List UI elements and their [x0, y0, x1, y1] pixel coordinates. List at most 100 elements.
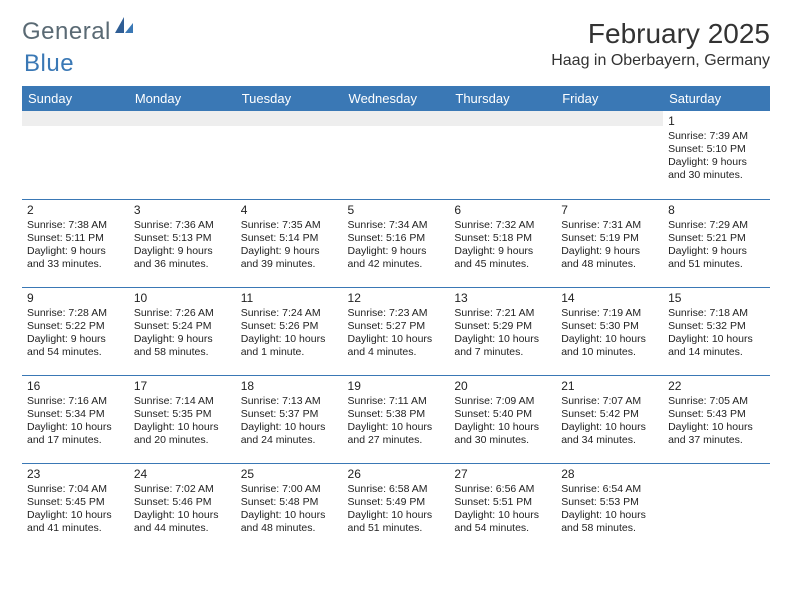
calendar-cell: 21Sunrise: 7:07 AMSunset: 5:42 PMDayligh… [556, 375, 663, 463]
calendar-cell: 10Sunrise: 7:26 AMSunset: 5:24 PMDayligh… [129, 287, 236, 375]
sunset-line: Sunset: 5:16 PM [348, 232, 445, 245]
sunrise-line: Sunrise: 7:29 AM [668, 219, 765, 232]
day-number: 1 [668, 114, 765, 129]
sunrise-line: Sunrise: 7:04 AM [27, 483, 124, 496]
sunset-line: Sunset: 5:42 PM [561, 408, 658, 421]
sunset-line: Sunset: 5:10 PM [668, 143, 765, 156]
sunrise-line: Sunrise: 7:19 AM [561, 307, 658, 320]
logo-text-general: General [22, 18, 111, 46]
sunset-line: Sunset: 5:40 PM [454, 408, 551, 421]
sunrise-line: Sunrise: 7:07 AM [561, 395, 658, 408]
day-number: 18 [241, 379, 338, 394]
sunrise-line: Sunrise: 7:21 AM [454, 307, 551, 320]
day-number: 15 [668, 291, 765, 306]
daylight-line: Daylight: 10 hours and 54 minutes. [454, 509, 551, 535]
calendar-row: 16Sunrise: 7:16 AMSunset: 5:34 PMDayligh… [22, 375, 770, 463]
col-wednesday: Wednesday [343, 86, 450, 111]
daylight-line: Daylight: 10 hours and 37 minutes. [668, 421, 765, 447]
sunset-line: Sunset: 5:14 PM [241, 232, 338, 245]
sunrise-line: Sunrise: 7:14 AM [134, 395, 231, 408]
col-tuesday: Tuesday [236, 86, 343, 111]
sunrise-line: Sunrise: 7:13 AM [241, 395, 338, 408]
calendar-cell: 28Sunrise: 6:54 AMSunset: 5:53 PMDayligh… [556, 463, 663, 551]
sunset-line: Sunset: 5:32 PM [668, 320, 765, 333]
sunset-line: Sunset: 5:19 PM [561, 232, 658, 245]
calendar-cell: 17Sunrise: 7:14 AMSunset: 5:35 PMDayligh… [129, 375, 236, 463]
sunset-line: Sunset: 5:29 PM [454, 320, 551, 333]
calendar-cell: 19Sunrise: 7:11 AMSunset: 5:38 PMDayligh… [343, 375, 450, 463]
day-number: 24 [134, 467, 231, 482]
daylight-line: Daylight: 10 hours and 27 minutes. [348, 421, 445, 447]
daylight-line: Daylight: 10 hours and 58 minutes. [561, 509, 658, 535]
day-number: 7 [561, 203, 658, 218]
logo-text-blue: Blue [24, 50, 74, 78]
sunrise-line: Sunrise: 7:00 AM [241, 483, 338, 496]
calendar-cell: 26Sunrise: 6:58 AMSunset: 5:49 PMDayligh… [343, 463, 450, 551]
col-monday: Monday [129, 86, 236, 111]
daylight-line: Daylight: 9 hours and 39 minutes. [241, 245, 338, 271]
sunrise-line: Sunrise: 7:34 AM [348, 219, 445, 232]
calendar-cell: 3Sunrise: 7:36 AMSunset: 5:13 PMDaylight… [129, 199, 236, 287]
sunrise-line: Sunrise: 7:23 AM [348, 307, 445, 320]
daylight-line: Daylight: 10 hours and 30 minutes. [454, 421, 551, 447]
day-header-row: Sunday Monday Tuesday Wednesday Thursday… [22, 86, 770, 111]
daylight-line: Daylight: 10 hours and 14 minutes. [668, 333, 765, 359]
day-number: 22 [668, 379, 765, 394]
col-sunday: Sunday [22, 86, 129, 111]
day-number: 3 [134, 203, 231, 218]
calendar-row: 2Sunrise: 7:38 AMSunset: 5:11 PMDaylight… [22, 199, 770, 287]
day-number: 13 [454, 291, 551, 306]
day-number: 11 [241, 291, 338, 306]
day-number: 28 [561, 467, 658, 482]
calendar-cell: 11Sunrise: 7:24 AMSunset: 5:26 PMDayligh… [236, 287, 343, 375]
daylight-line: Daylight: 10 hours and 1 minute. [241, 333, 338, 359]
day-number: 8 [668, 203, 765, 218]
calendar-cell: 7Sunrise: 7:31 AMSunset: 5:19 PMDaylight… [556, 199, 663, 287]
sunset-line: Sunset: 5:43 PM [668, 408, 765, 421]
daylight-line: Daylight: 9 hours and 33 minutes. [27, 245, 124, 271]
calendar-cell: 15Sunrise: 7:18 AMSunset: 5:32 PMDayligh… [663, 287, 770, 375]
daylight-line: Daylight: 9 hours and 42 minutes. [348, 245, 445, 271]
calendar-cell-empty [343, 111, 450, 199]
daylight-line: Daylight: 10 hours and 24 minutes. [241, 421, 338, 447]
page-title: February 2025 [551, 18, 770, 50]
sunset-line: Sunset: 5:21 PM [668, 232, 765, 245]
sunset-line: Sunset: 5:26 PM [241, 320, 338, 333]
day-number: 12 [348, 291, 445, 306]
calendar-cell: 1Sunrise: 7:39 AMSunset: 5:10 PMDaylight… [663, 111, 770, 199]
day-number: 10 [134, 291, 231, 306]
sunset-line: Sunset: 5:18 PM [454, 232, 551, 245]
sunrise-line: Sunrise: 7:32 AM [454, 219, 551, 232]
sunset-line: Sunset: 5:37 PM [241, 408, 338, 421]
sunset-line: Sunset: 5:11 PM [27, 232, 124, 245]
location: Haag in Oberbayern, Germany [551, 52, 770, 70]
sunset-line: Sunset: 5:45 PM [27, 496, 124, 509]
calendar-cell: 16Sunrise: 7:16 AMSunset: 5:34 PMDayligh… [22, 375, 129, 463]
day-number: 4 [241, 203, 338, 218]
col-friday: Friday [556, 86, 663, 111]
day-number: 16 [27, 379, 124, 394]
sunrise-line: Sunrise: 7:36 AM [134, 219, 231, 232]
calendar-cell-empty [556, 111, 663, 199]
sail-icon [113, 14, 135, 42]
daylight-line: Daylight: 10 hours and 34 minutes. [561, 421, 658, 447]
calendar-row: 1Sunrise: 7:39 AMSunset: 5:10 PMDaylight… [22, 111, 770, 199]
sunset-line: Sunset: 5:38 PM [348, 408, 445, 421]
calendar-row: 23Sunrise: 7:04 AMSunset: 5:45 PMDayligh… [22, 463, 770, 551]
day-number: 19 [348, 379, 445, 394]
day-number: 2 [27, 203, 124, 218]
calendar-cell: 23Sunrise: 7:04 AMSunset: 5:45 PMDayligh… [22, 463, 129, 551]
sunset-line: Sunset: 5:35 PM [134, 408, 231, 421]
daylight-line: Daylight: 10 hours and 48 minutes. [241, 509, 338, 535]
calendar-cell-empty [449, 111, 556, 199]
sunset-line: Sunset: 5:13 PM [134, 232, 231, 245]
sunset-line: Sunset: 5:24 PM [134, 320, 231, 333]
calendar-cell: 9Sunrise: 7:28 AMSunset: 5:22 PMDaylight… [22, 287, 129, 375]
sunset-line: Sunset: 5:48 PM [241, 496, 338, 509]
calendar-cell: 18Sunrise: 7:13 AMSunset: 5:37 PMDayligh… [236, 375, 343, 463]
sunset-line: Sunset: 5:53 PM [561, 496, 658, 509]
sunrise-line: Sunrise: 7:02 AM [134, 483, 231, 496]
sunrise-line: Sunrise: 7:39 AM [668, 130, 765, 143]
calendar-cell: 5Sunrise: 7:34 AMSunset: 5:16 PMDaylight… [343, 199, 450, 287]
day-number: 14 [561, 291, 658, 306]
